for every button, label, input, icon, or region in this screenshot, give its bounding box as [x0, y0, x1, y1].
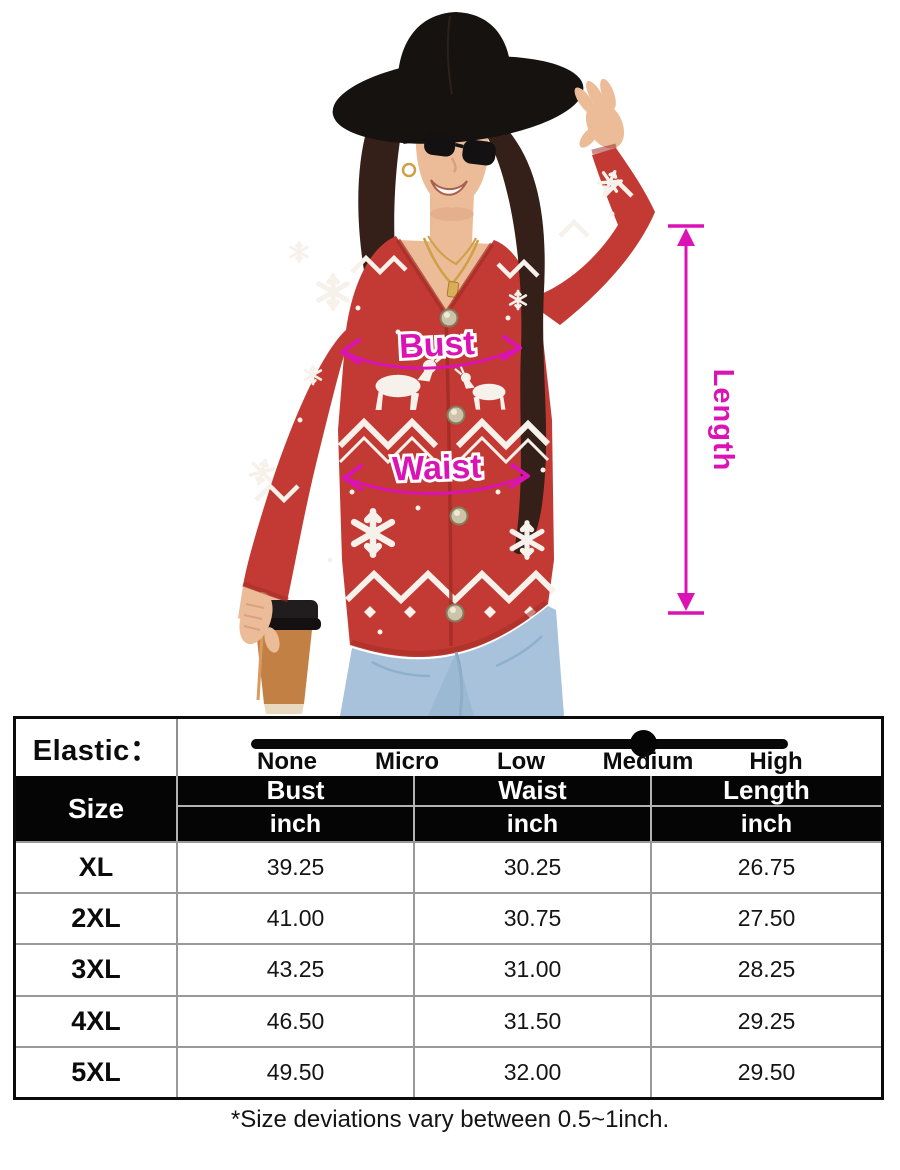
- length-value-5xl: 29.50: [652, 1045, 881, 1097]
- size-chart-table: Elastic： None Micro Low Medium High Size…: [13, 716, 884, 1100]
- length-value-2xl: 27.50: [652, 892, 881, 943]
- elastic-scale-bar: [251, 739, 788, 749]
- size-label-xl: XL: [16, 841, 178, 893]
- cardigan-buttons: [439, 308, 469, 623]
- size-header: Size: [16, 776, 178, 841]
- waist-arrow: [342, 463, 530, 495]
- size-label-4xl: 4XL: [16, 994, 178, 1046]
- unit-waist: inch: [415, 807, 652, 841]
- waist-value-5xl: 32.00: [415, 1045, 652, 1097]
- size-label-2xl: 2XL: [16, 892, 178, 944]
- size-label-3xl: 3XL: [16, 943, 178, 995]
- elastic-label: Elastic：: [16, 719, 178, 776]
- length-arrow: [668, 224, 704, 615]
- model-right-hand: [574, 78, 625, 149]
- waist-annotation: Waist: [392, 447, 483, 488]
- model-earring: [401, 162, 417, 178]
- bust-value-5xl: 49.50: [178, 1045, 415, 1097]
- unit-bust: inch: [178, 807, 415, 841]
- elastic-level-medium: Medium: [602, 748, 694, 775]
- model-hat: [332, 12, 584, 144]
- length-value-xl: 26.75: [652, 841, 881, 892]
- waist-value-3xl: 31.00: [415, 943, 652, 995]
- model-sunglasses: [403, 131, 496, 166]
- bust-annotation: Bust: [398, 324, 475, 366]
- waist-value-4xl: 31.50: [415, 994, 652, 1046]
- elastic-level-none: None: [257, 748, 317, 775]
- elastic-level-high: High: [749, 748, 803, 775]
- elastic-scale-dot: [630, 730, 657, 757]
- length-value-4xl: 29.25: [652, 994, 881, 1046]
- model-illustration: [238, 12, 655, 716]
- elastic-scale: None Micro Low Medium High: [178, 719, 881, 776]
- model-left-hand: [239, 591, 280, 653]
- length-value-3xl: 28.25: [652, 943, 881, 994]
- size-deviation-note: *Size deviations vary between 0.5~1inch.: [230, 1106, 670, 1133]
- bust-arrow: [340, 335, 522, 370]
- bust-value-4xl: 46.50: [178, 994, 415, 1046]
- column-header-waist: Waist: [415, 775, 652, 807]
- column-header-length: Length: [652, 775, 881, 807]
- bust-value-2xl: 41.00: [178, 892, 415, 944]
- elastic-level-low: Low: [497, 748, 545, 775]
- waist-value-2xl: 30.75: [415, 892, 652, 944]
- size-label-5xl: 5XL: [16, 1045, 178, 1097]
- product-photo: Bust Waist Length: [238, 12, 739, 716]
- length-annotation: Length: [707, 369, 739, 472]
- measurement-annotations: Bust Waist Length: [340, 224, 739, 615]
- bust-value-3xl: 43.25: [178, 943, 415, 995]
- model-jeans: [340, 606, 564, 716]
- unit-length: inch: [652, 807, 881, 841]
- column-header-bust: Bust: [178, 775, 415, 807]
- elastic-level-micro: Micro: [374, 748, 440, 775]
- waist-value-xl: 30.25: [415, 841, 652, 893]
- cardigan-pattern: [242, 143, 634, 656]
- model-hair-front: [478, 112, 547, 555]
- bust-value-xl: 39.25: [178, 841, 415, 893]
- model-cardigan: [243, 148, 655, 658]
